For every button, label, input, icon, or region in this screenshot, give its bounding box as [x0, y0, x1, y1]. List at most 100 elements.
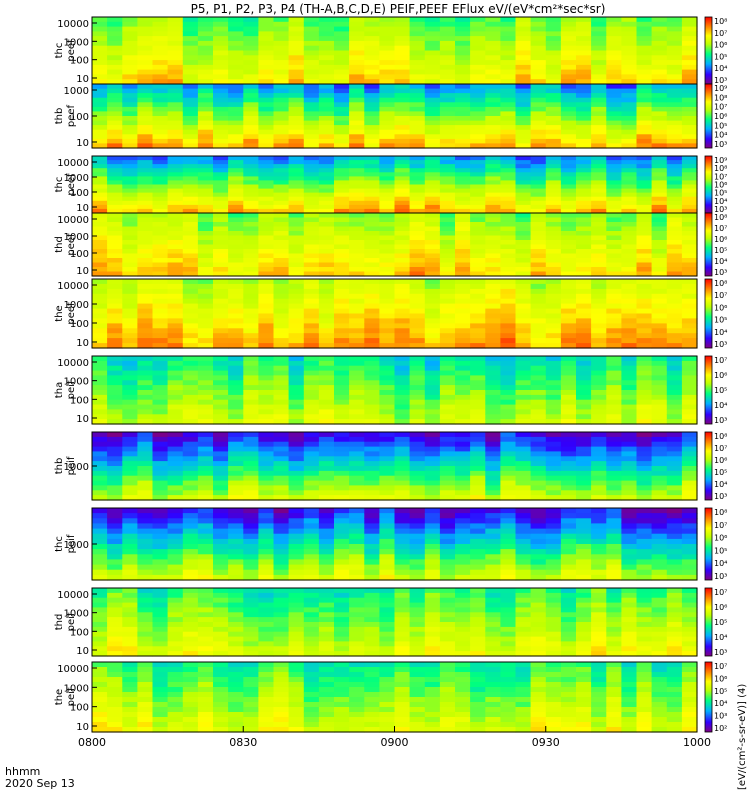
heatmap-cell: [424, 74, 441, 80]
heatmap-cell: [364, 176, 380, 182]
heatmap-cell: [318, 180, 335, 186]
heatmap-cell: [303, 588, 320, 594]
heatmap-cell: [470, 111, 486, 117]
heatmap-cell: [545, 564, 562, 571]
heatmap-cell: [137, 106, 154, 113]
heatmap-cell: [137, 308, 154, 315]
panel-ylabel: thb: [54, 458, 65, 475]
heatmap-cell: [213, 554, 229, 560]
heatmap-cell: [560, 390, 577, 396]
heatmap-cell: [560, 288, 577, 295]
heatmap-cell: [591, 480, 607, 487]
heatmap-cell: [228, 79, 244, 85]
heatmap-cell: [107, 172, 123, 177]
heatmap-cell: [228, 235, 244, 241]
heatmap-cell: [107, 419, 123, 425]
heatmap-cell: [364, 204, 380, 210]
heatmap-cell: [576, 106, 592, 113]
heatmap-cell: [515, 414, 532, 420]
heatmap-cell: [560, 17, 577, 23]
heatmap-cell: [621, 184, 638, 190]
heatmap-cell: [243, 419, 259, 425]
heatmap-cell: [379, 125, 396, 131]
heatmap-cell: [167, 204, 184, 210]
heatmap-cell: [137, 279, 154, 285]
heatmap-cell: [576, 172, 592, 177]
heatmap-cell: [409, 240, 426, 246]
heatmap-cell: [530, 88, 547, 94]
heatmap-cell: [409, 490, 426, 496]
heatmap-cell: [303, 495, 320, 501]
heatmap-cell: [636, 390, 653, 396]
heatmap-cell: [318, 461, 335, 467]
heatmap-cell: [213, 271, 229, 277]
heatmap-cell: [470, 235, 486, 241]
heatmap-cell: [334, 631, 350, 638]
heatmap-cell: [591, 64, 607, 71]
heatmap-cell: [258, 50, 275, 56]
heatmap-cell: [273, 50, 290, 56]
heatmap-cell: [651, 17, 668, 23]
heatmap-cell: [424, 60, 441, 66]
heatmap-cell: [288, 559, 305, 566]
heatmap-cell: [455, 622, 471, 628]
heatmap-cell: [349, 323, 365, 329]
colorbar-tick-label: 10⁷: [714, 356, 727, 365]
heatmap-cell: [470, 409, 486, 415]
heatmap-cell: [273, 495, 290, 501]
heatmap-cell: [137, 97, 154, 103]
heatmap-cell: [273, 45, 290, 52]
heatmap-cell: [621, 518, 638, 524]
heatmap-cell: [197, 588, 214, 594]
heatmap-cell: [228, 626, 244, 633]
heatmap-cell: [530, 21, 547, 28]
heatmap-cell: [197, 631, 214, 638]
heatmap-cell: [666, 74, 683, 80]
heatmap-cell: [591, 253, 607, 259]
heatmap-cell: [303, 298, 320, 305]
heatmap-cell: [666, 226, 683, 232]
heatmap-cell: [228, 40, 244, 47]
heatmap-cell: [167, 64, 184, 71]
heatmap-cell: [681, 293, 698, 300]
heatmap-cell: [243, 120, 259, 126]
ytick-label: 100: [70, 188, 89, 199]
heatmap-cell: [576, 419, 592, 425]
heatmap-cell: [318, 513, 335, 519]
heatmap-cell: [439, 404, 456, 411]
heatmap-cell: [621, 508, 638, 514]
heatmap-cell: [560, 176, 577, 182]
heatmap-cell: [394, 394, 411, 401]
heatmap-cell: [122, 231, 138, 237]
heatmap-cell: [621, 97, 638, 103]
heatmap-cell: [137, 40, 154, 47]
heatmap-cell: [606, 456, 622, 462]
heatmap-cell: [394, 646, 411, 652]
heatmap-cell: [424, 231, 441, 237]
heatmap-cell: [530, 116, 547, 122]
heatmap-cell: [530, 338, 547, 344]
heatmap-cell: [303, 249, 320, 255]
heatmap-cell: [182, 293, 199, 300]
heatmap-cell: [364, 569, 380, 576]
heatmap-cell: [318, 446, 335, 453]
heatmap-cell: [666, 143, 683, 149]
heatmap-cell: [439, 138, 456, 145]
heatmap-cell: [334, 617, 350, 623]
heatmap-cell: [394, 390, 411, 396]
heatmap-cell: [137, 441, 154, 448]
heatmap-cell: [666, 222, 683, 228]
heatmap-cell: [545, 523, 562, 530]
heatmap-cell: [606, 451, 622, 457]
heatmap-cell: [394, 597, 411, 604]
heatmap-cell: [591, 50, 607, 56]
heatmap-cell: [439, 303, 456, 310]
heatmap-cell: [303, 333, 320, 339]
heatmap-cell: [273, 17, 290, 23]
heatmap-cell: [394, 461, 411, 467]
heatmap-cell: [424, 129, 441, 135]
heatmap-cell: [651, 120, 668, 126]
heatmap-cell: [500, 192, 517, 198]
heatmap-cell: [576, 461, 592, 467]
heatmap-cell: [576, 513, 592, 519]
